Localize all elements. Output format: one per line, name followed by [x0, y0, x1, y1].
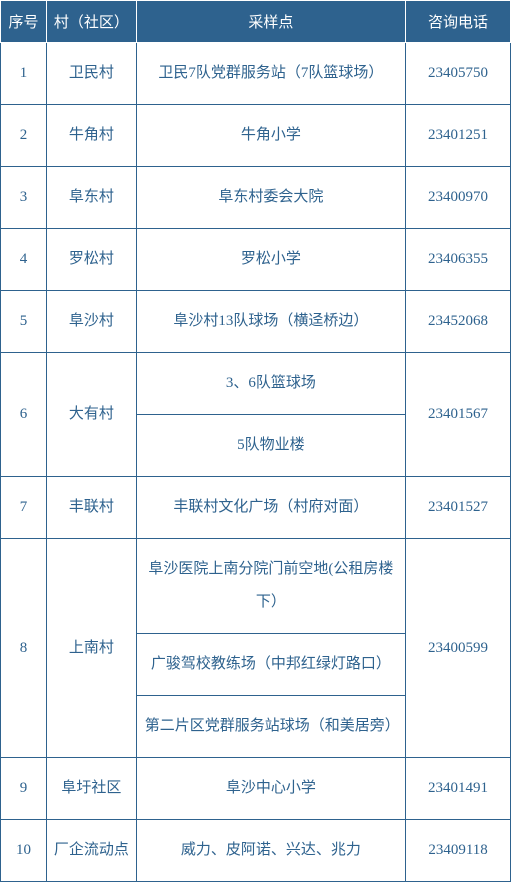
sampling-table: 序号 村（社区） 采样点 咨询电话 1卫民村卫民7队党群服务站（7队篮球场）23…	[0, 0, 511, 882]
table-row: 7丰联村丰联村文化广场（村府对面）23401527	[1, 477, 511, 539]
cell-village: 牛角村	[46, 105, 136, 167]
cell-village: 阜沙村	[46, 291, 136, 353]
cell-location: 阜沙村13队球场（横迳桥边）	[136, 291, 405, 353]
cell-village: 阜东村	[46, 167, 136, 229]
cell-phone: 23452068	[406, 291, 511, 353]
table-row: 4罗松村罗松小学23406355	[1, 229, 511, 291]
header-village: 村（社区）	[46, 1, 136, 43]
table-row: 6大有村3、6队篮球场23401567	[1, 353, 511, 415]
cell-village: 罗松村	[46, 229, 136, 291]
table-body: 1卫民村卫民7队党群服务站（7队篮球场）234057502牛角村牛角小学2340…	[1, 43, 511, 882]
cell-phone: 23409118	[406, 820, 511, 882]
cell-seq: 6	[1, 353, 47, 477]
cell-location: 罗松小学	[136, 229, 405, 291]
header-seq: 序号	[1, 1, 47, 43]
table-row: 8上南村阜沙医院上南分院门前空地(公租房楼下）23400599	[1, 539, 511, 634]
cell-village: 上南村	[46, 539, 136, 758]
cell-location: 威力、皮阿诺、兴达、兆力	[136, 820, 405, 882]
cell-seq: 9	[1, 758, 47, 820]
table-row: 5阜沙村阜沙村13队球场（横迳桥边）23452068	[1, 291, 511, 353]
cell-phone: 23406355	[406, 229, 511, 291]
cell-location: 3、6队篮球场	[136, 353, 405, 415]
cell-phone: 23401251	[406, 105, 511, 167]
cell-location: 阜沙医院上南分院门前空地(公租房楼下）	[136, 539, 405, 634]
cell-phone: 23401527	[406, 477, 511, 539]
header-location: 采样点	[136, 1, 405, 43]
cell-village: 丰联村	[46, 477, 136, 539]
header-phone: 咨询电话	[406, 1, 511, 43]
cell-village: 厂企流动点	[46, 820, 136, 882]
cell-phone: 23401567	[406, 353, 511, 477]
cell-seq: 7	[1, 477, 47, 539]
cell-seq: 3	[1, 167, 47, 229]
cell-village: 卫民村	[46, 43, 136, 105]
table-row: 2牛角村牛角小学23401251	[1, 105, 511, 167]
cell-phone: 23400970	[406, 167, 511, 229]
header-row: 序号 村（社区） 采样点 咨询电话	[1, 1, 511, 43]
table-row: 1卫民村卫民7队党群服务站（7队篮球场）23405750	[1, 43, 511, 105]
table-row: 10厂企流动点威力、皮阿诺、兴达、兆力23409118	[1, 820, 511, 882]
cell-phone: 23400599	[406, 539, 511, 758]
cell-seq: 10	[1, 820, 47, 882]
cell-location: 第二片区党群服务站球场（和美居旁）	[136, 696, 405, 758]
cell-location: 丰联村文化广场（村府对面）	[136, 477, 405, 539]
cell-seq: 4	[1, 229, 47, 291]
cell-seq: 1	[1, 43, 47, 105]
cell-seq: 5	[1, 291, 47, 353]
cell-phone: 23405750	[406, 43, 511, 105]
cell-seq: 8	[1, 539, 47, 758]
cell-phone: 23401491	[406, 758, 511, 820]
table-row: 3阜东村阜东村委会大院23400970	[1, 167, 511, 229]
cell-location: 牛角小学	[136, 105, 405, 167]
cell-village: 大有村	[46, 353, 136, 477]
cell-location: 5队物业楼	[136, 415, 405, 477]
cell-location: 卫民7队党群服务站（7队篮球场）	[136, 43, 405, 105]
cell-seq: 2	[1, 105, 47, 167]
table-row: 9阜圩社区阜沙中心小学23401491	[1, 758, 511, 820]
cell-village: 阜圩社区	[46, 758, 136, 820]
cell-location: 广骏驾校教练场（中邦红绿灯路口）	[136, 634, 405, 696]
cell-location: 阜东村委会大院	[136, 167, 405, 229]
cell-location: 阜沙中心小学	[136, 758, 405, 820]
